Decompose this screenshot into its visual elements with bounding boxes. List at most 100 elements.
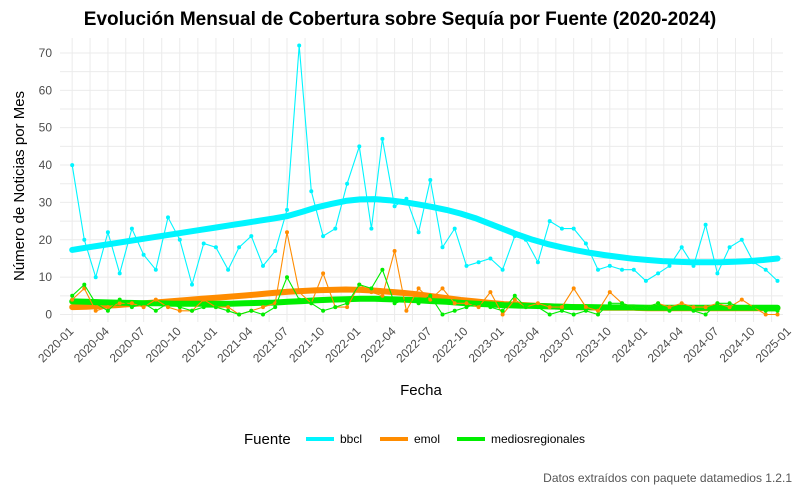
point-emol — [607, 290, 612, 295]
point-mediosregionales — [404, 297, 409, 302]
x-tick-label: 2022-10 — [430, 324, 471, 365]
y-tick-label: 70 — [39, 46, 53, 60]
x-axis-title: Fecha — [400, 382, 442, 399]
x-tick-labels: 2020-012020-042020-072020-102021-012021-… — [35, 324, 794, 365]
point-bbcl — [679, 245, 684, 250]
point-emol — [739, 297, 744, 302]
point-bbcl — [571, 226, 576, 231]
point-bbcl — [261, 263, 265, 268]
point-mediosregionales — [727, 301, 732, 306]
x-tick-label: 2023-04 — [501, 324, 542, 365]
point-mediosregionales — [392, 301, 397, 306]
series-line-mediosregionales — [71, 268, 778, 316]
point-bbcl — [607, 263, 612, 268]
point-mediosregionales — [607, 301, 612, 306]
point-bbcl — [321, 234, 326, 239]
legend-label-mediosregionales: mediosregionales — [491, 432, 585, 446]
point-bbcl — [82, 237, 87, 242]
point-mediosregionales — [226, 308, 231, 313]
point-mediosregionales — [559, 308, 564, 313]
point-bbcl — [596, 267, 600, 272]
point-emol — [404, 308, 409, 313]
point-bbcl — [177, 237, 182, 242]
x-tick-label: 2021-10 — [286, 324, 327, 365]
point-emol — [201, 297, 206, 302]
point-mediosregionales — [596, 312, 600, 317]
point-emol — [559, 305, 564, 310]
trend-line-bbcl — [69, 196, 781, 266]
point-mediosregionales — [285, 275, 289, 280]
point-emol — [440, 286, 445, 291]
legend: Fuente bbcl emol mediosregionales — [244, 431, 585, 448]
point-emol — [500, 312, 505, 317]
x-tick-label: 2024-04 — [645, 324, 686, 365]
chart-title: Evolución Mensual de Cobertura sobre Seq… — [84, 9, 716, 30]
grid-lines — [60, 38, 783, 322]
x-tick-label: 2020-04 — [71, 324, 112, 365]
point-bbcl — [751, 260, 756, 265]
point-emol — [691, 305, 696, 310]
y-tick-labels: 0 10 20 30 40 50 60 70 — [39, 46, 53, 322]
point-mediosregionales — [105, 308, 110, 313]
legend-label-emol: emol — [414, 432, 440, 446]
point-mediosregionales — [321, 308, 326, 313]
y-tick-label: 40 — [39, 158, 53, 172]
point-mediosregionales — [703, 312, 708, 317]
point-bbcl — [380, 136, 385, 141]
point-bbcl — [249, 234, 254, 239]
y-axis-title: Número de Noticias por Mes — [11, 91, 28, 281]
point-bbcl — [153, 267, 158, 272]
x-tick-label: 2022-04 — [358, 324, 399, 365]
point-bbcl — [70, 163, 75, 168]
point-mediosregionales — [488, 305, 493, 310]
y-tick-label: 30 — [39, 195, 53, 209]
point-mediosregionales — [416, 301, 421, 306]
point-bbcl — [620, 267, 624, 272]
point-bbcl — [656, 271, 661, 276]
y-tick-label: 20 — [39, 233, 53, 247]
point-mediosregionales — [237, 312, 242, 317]
caption: Datos extraídos con paquete datamedios 1… — [543, 471, 792, 485]
point-emol — [679, 301, 684, 306]
point-bbcl — [392, 204, 397, 209]
x-tick-label: 2024-01 — [609, 324, 650, 365]
point-mediosregionales — [369, 286, 374, 291]
point-bbcl — [643, 278, 648, 283]
point-mediosregionales — [380, 267, 385, 272]
x-tick-label: 2021-04 — [214, 324, 255, 365]
point-bbcl — [273, 249, 278, 253]
point-emol — [583, 305, 588, 310]
x-tick-label: 2023-01 — [466, 324, 507, 365]
point-emol — [177, 308, 182, 313]
point-mediosregionales — [464, 305, 469, 310]
point-mediosregionales — [249, 308, 254, 313]
y-tick-label: 50 — [39, 121, 53, 135]
point-mediosregionales — [656, 301, 661, 306]
point-bbcl — [547, 219, 552, 224]
point-mediosregionales — [309, 301, 314, 306]
point-bbcl — [440, 245, 445, 250]
point-mediosregionales — [691, 308, 696, 313]
x-tick-label: 2024-07 — [680, 324, 721, 365]
point-mediosregionales — [452, 308, 457, 313]
point-mediosregionales — [583, 308, 588, 313]
point-mediosregionales — [141, 301, 146, 306]
point-emol — [476, 305, 481, 310]
point-mediosregionales — [129, 305, 134, 310]
point-bbcl — [739, 237, 744, 242]
x-tick-label: 2023-10 — [573, 324, 614, 365]
point-emol — [261, 305, 265, 310]
x-tick-label: 2020-01 — [35, 324, 76, 365]
x-tick-label: 2020-10 — [143, 324, 184, 365]
point-mediosregionales — [82, 282, 87, 287]
point-emol — [369, 290, 374, 295]
point-bbcl — [93, 275, 98, 280]
point-bbcl — [166, 215, 170, 220]
point-bbcl — [357, 144, 362, 149]
point-emol — [571, 286, 576, 291]
series-lines — [69, 43, 781, 317]
x-tick-label: 2024-10 — [717, 324, 758, 365]
point-bbcl — [512, 234, 517, 239]
point-emol — [535, 301, 540, 306]
